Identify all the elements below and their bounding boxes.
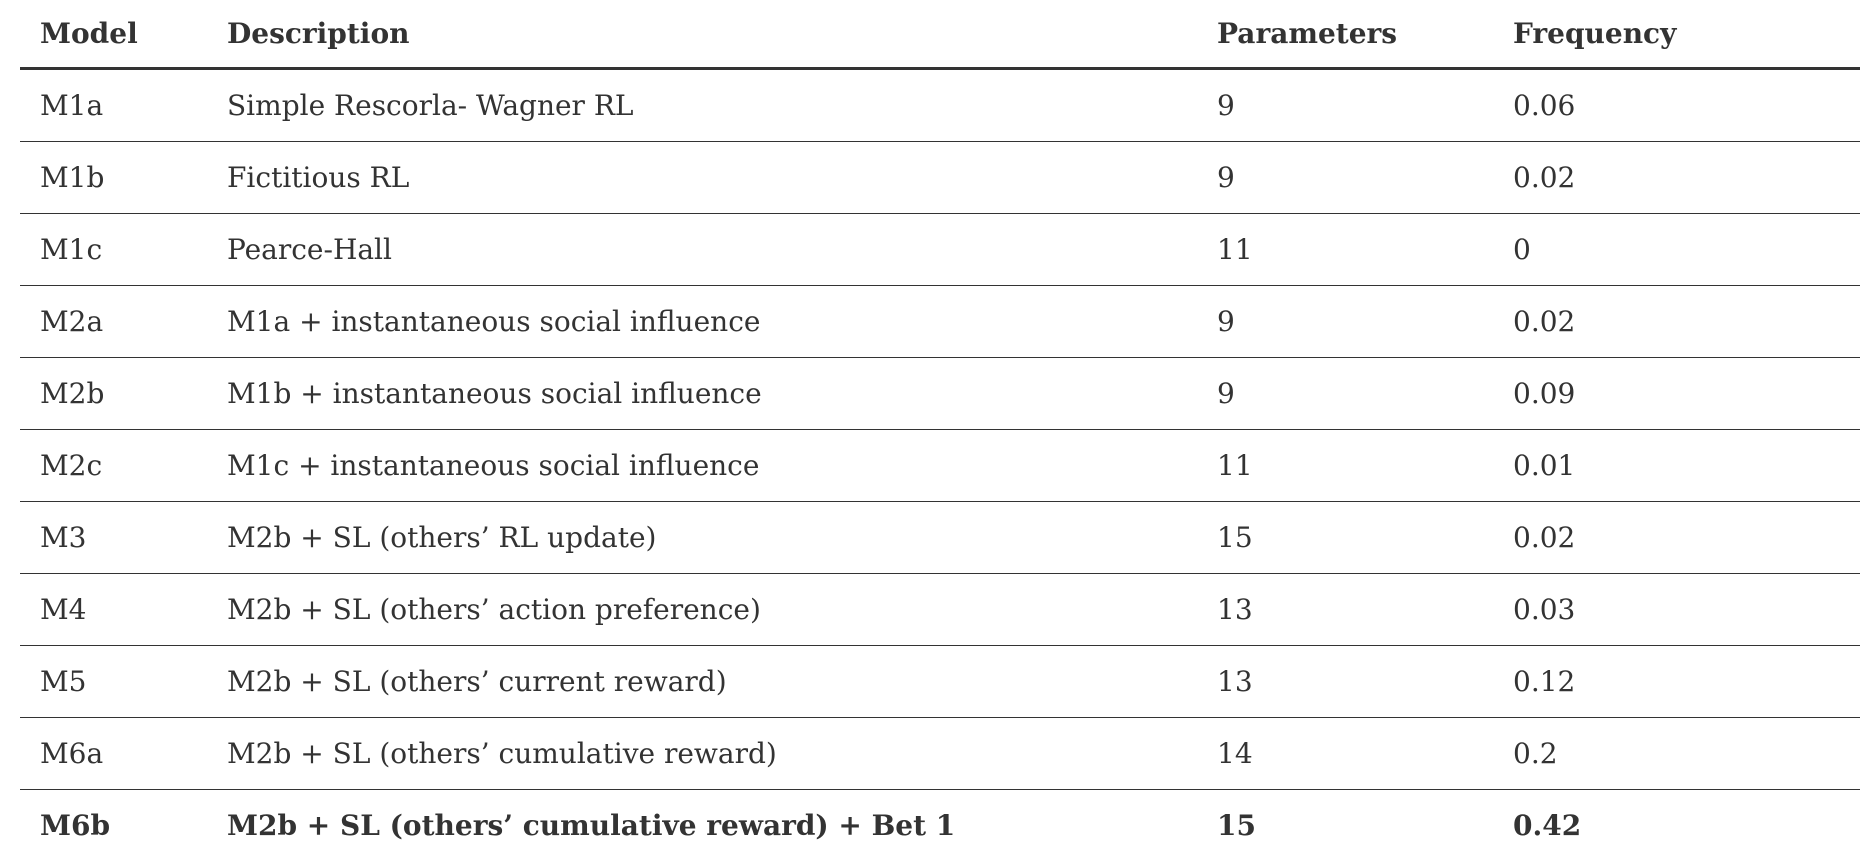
cell-description: M2b + SL (others’ RL update) <box>207 501 1197 574</box>
cell-frequency: 0.03 <box>1493 573 1860 646</box>
cell-model: M3 <box>20 501 207 574</box>
header-model: Model <box>20 0 207 70</box>
cell-model: M4 <box>20 573 207 646</box>
header-row: Model Description Parameters Frequency <box>20 0 1860 70</box>
cell-frequency: 0.02 <box>1493 501 1860 574</box>
cell-parameters: 14 <box>1197 717 1493 790</box>
table-row: M1b Fictitious RL 9 0.02 <box>20 141 1860 214</box>
cell-frequency: 0.01 <box>1493 429 1860 502</box>
table-row: M4 M2b + SL (others’ action preference) … <box>20 573 1860 646</box>
table-row: M2b M1b + instantaneous social influence… <box>20 357 1860 430</box>
header-parameters: Parameters <box>1197 0 1493 70</box>
cell-description: M2b + SL (others’ current reward) <box>207 645 1197 718</box>
table-body: M1a Simple Rescorla- Wagner RL 9 0.06 M1… <box>20 68 1860 862</box>
cell-description: M2b + SL (others’ action preference) <box>207 573 1197 646</box>
cell-description: M2b + SL (others’ cumulative reward) + B… <box>227 808 956 842</box>
cell-model: M2a <box>20 285 207 358</box>
cell-model: M6b <box>40 808 111 842</box>
cell-model: M1c <box>20 213 207 286</box>
cell-model: M1b <box>20 141 207 214</box>
table-row: M2c M1c + instantaneous social influence… <box>20 429 1860 502</box>
cell-parameters: 11 <box>1197 213 1493 286</box>
cell-parameters: 9 <box>1197 141 1493 214</box>
cell-frequency: 0.09 <box>1493 357 1860 430</box>
table-header: Model Description Parameters Frequency <box>20 0 1860 70</box>
cell-description: M1c + instantaneous social influence <box>207 429 1197 502</box>
cell-description: M1a + instantaneous social influence <box>207 285 1197 358</box>
cell-model: M6a <box>20 717 207 790</box>
cell-description: Fictitious RL <box>207 141 1197 214</box>
cell-parameters: 13 <box>1197 645 1493 718</box>
header-frequency: Frequency <box>1493 0 1860 70</box>
cell-model: M2b <box>20 357 207 430</box>
model-comparison-table-container: Model Description Parameters Frequency M… <box>20 0 1860 861</box>
cell-model: M1a <box>20 68 207 142</box>
table-row: M2a M1a + instantaneous social influence… <box>20 285 1860 358</box>
cell-model: M2c <box>20 429 207 502</box>
cell-parameters: 11 <box>1197 429 1493 502</box>
cell-description: Simple Rescorla- Wagner RL <box>207 68 1197 142</box>
cell-parameters: 9 <box>1197 285 1493 358</box>
cell-frequency: 0.12 <box>1493 645 1860 718</box>
cell-parameters: 9 <box>1197 68 1493 142</box>
table-row: M6a M2b + SL (others’ cumulative reward)… <box>20 717 1860 790</box>
table-row: M1c Pearce-Hall 11 0 <box>20 213 1860 286</box>
cell-description: M2b + SL (others’ cumulative reward) <box>207 717 1197 790</box>
table-row-best-model: M6b M2b + SL (others’ cumulative reward)… <box>20 790 1860 862</box>
header-description: Description <box>207 0 1197 70</box>
cell-frequency: 0 <box>1493 213 1860 286</box>
table-row: M1a Simple Rescorla- Wagner RL 9 0.06 <box>20 68 1860 142</box>
model-comparison-table: Model Description Parameters Frequency M… <box>20 0 1860 861</box>
table-row: M3 M2b + SL (others’ RL update) 15 0.02 <box>20 501 1860 574</box>
cell-frequency: 0.02 <box>1493 141 1860 214</box>
cell-parameters: 13 <box>1197 573 1493 646</box>
cell-parameters: 15 <box>1217 808 1256 842</box>
cell-description: M1b + instantaneous social influence <box>207 357 1197 430</box>
cell-parameters: 15 <box>1197 501 1493 574</box>
cell-parameters: 9 <box>1197 357 1493 430</box>
cell-frequency: 0.06 <box>1493 68 1860 142</box>
table-row: M5 M2b + SL (others’ current reward) 13 … <box>20 645 1860 718</box>
cell-model: M5 <box>20 645 207 718</box>
cell-frequency: 0.2 <box>1493 717 1860 790</box>
cell-frequency: 0.02 <box>1493 285 1860 358</box>
cell-frequency: 0.42 <box>1513 808 1582 842</box>
cell-description: Pearce-Hall <box>207 213 1197 286</box>
